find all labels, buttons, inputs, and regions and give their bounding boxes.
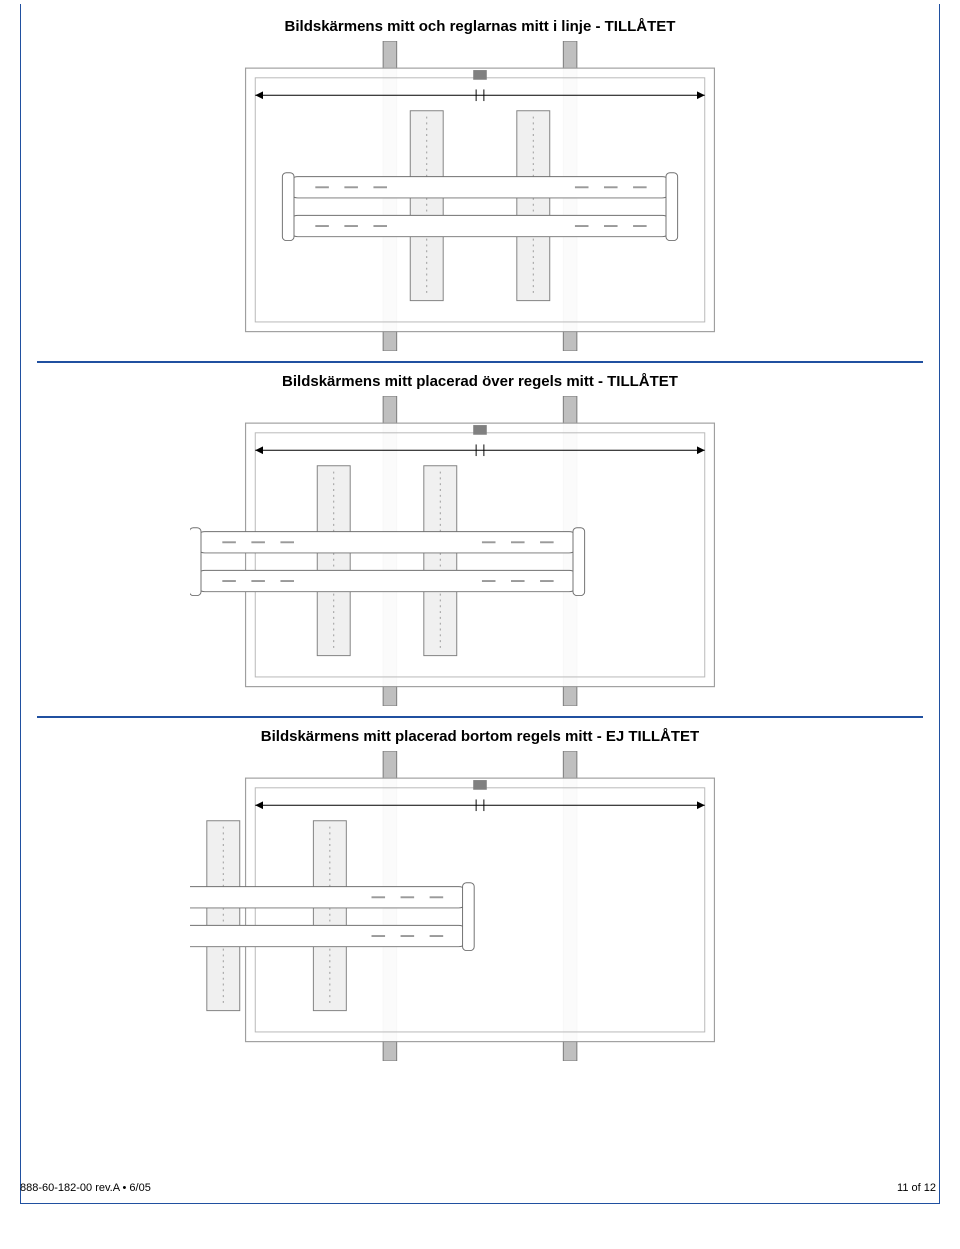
footer-docnum: 888-60-182-00 rev.A • 6/05	[20, 1182, 151, 1194]
section-centered: Bildskärmens mitt och reglarnas mitt i l…	[21, 18, 939, 357]
section-title-1: Bildskärmens mitt och reglarnas mitt i l…	[21, 18, 939, 35]
page-frame: Bildskärmens mitt och reglarnas mitt i l…	[20, 4, 940, 1204]
section-title-3: Bildskärmens mitt placerad bortom regels…	[21, 728, 939, 745]
diagram-over-stud	[190, 396, 770, 696]
footer-pagenum: 11 of 12	[897, 1182, 936, 1194]
section-beyond-stud: Bildskärmens mitt placerad bortom regels…	[21, 728, 939, 1067]
divider-2	[37, 716, 923, 718]
section-over-stud: Bildskärmens mitt placerad över regels m…	[21, 373, 939, 712]
diagram-centered	[190, 41, 770, 341]
divider-1	[37, 361, 923, 363]
diagram-beyond-stud	[190, 751, 770, 1051]
section-title-2: Bildskärmens mitt placerad över regels m…	[21, 373, 939, 390]
